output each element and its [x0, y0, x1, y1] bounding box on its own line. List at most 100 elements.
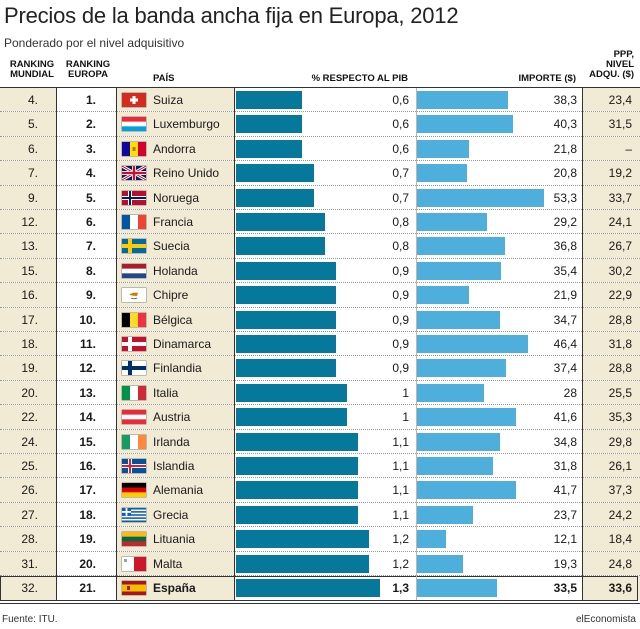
europe-rank-cell: 19.	[79, 532, 96, 547]
europe-rank-cell: 18.	[79, 507, 96, 522]
europe-rank-cell: 1.	[85, 93, 96, 107]
price-value-label: 53,3	[553, 190, 577, 205]
europe-rank-cell: 8.	[85, 263, 96, 278]
price-value-label: 19,3	[553, 556, 577, 571]
gdp-value-label: 0,9	[392, 337, 409, 351]
gdp-bar	[236, 91, 303, 109]
price-bar	[417, 237, 505, 256]
flag-es-icon	[122, 581, 146, 595]
world-rank-cell: 19.	[21, 361, 38, 376]
bottom-rule	[0, 603, 640, 604]
price-value-label: 28	[563, 385, 577, 400]
table-row: 5. 2. Luxemburgo 0,6 40,3 31,5	[0, 112, 640, 137]
price-bar	[417, 261, 502, 280]
price-bar	[417, 286, 470, 305]
header-europe-rank: RANKING EUROPA	[65, 59, 111, 80]
table-row: 15. 8. Holanda 0,9 35,4 30,2	[0, 258, 640, 284]
europe-rank-cell: 17.	[79, 483, 96, 498]
flag-de-icon	[122, 483, 146, 498]
price-bar	[417, 505, 474, 524]
gdp-value-label: 1,3	[392, 581, 409, 595]
row-band	[56, 429, 116, 453]
gdp-value-label: 1,1	[392, 434, 409, 449]
row-band	[582, 112, 640, 136]
world-rank-cell: 32.	[21, 581, 38, 595]
table-row: 22. 14. Austria 1 41,6 35,3	[0, 405, 640, 430]
flag-is-icon	[122, 459, 146, 473]
gdp-bar	[236, 408, 347, 427]
gdp-bar	[236, 286, 336, 305]
ppp-value-cell: 26,1	[608, 459, 632, 473]
ppp-value-cell: 31,5	[608, 117, 632, 132]
price-bar	[417, 481, 517, 500]
row-band	[56, 551, 116, 575]
row-band	[0, 234, 56, 258]
row-band	[582, 478, 640, 502]
row-band	[582, 210, 640, 234]
country-name: Andorra	[153, 141, 196, 156]
ppp-value-cell: 19,2	[608, 166, 632, 181]
country-name: Austria	[153, 410, 191, 425]
price-bar	[417, 91, 509, 109]
row-band	[0, 551, 56, 575]
row-band	[0, 210, 56, 234]
row-band	[56, 576, 116, 601]
country-name: Noruega	[153, 190, 200, 205]
gdp-value-label: 0,7	[392, 190, 409, 205]
flag-it-icon	[122, 385, 146, 400]
price-bar	[417, 408, 517, 427]
row-band	[582, 283, 640, 307]
row-band	[0, 307, 56, 331]
row-band	[582, 258, 640, 283]
price-value-label: 35,4	[553, 263, 577, 278]
price-value-label: 23,7	[553, 507, 577, 522]
gdp-value-label: 1,1	[392, 483, 409, 498]
europe-rank-cell: 12.	[79, 361, 96, 376]
gdp-value-label: 0,6	[392, 141, 409, 156]
price-value-label: 31,8	[553, 459, 577, 473]
country-name: Holanda	[153, 263, 198, 278]
world-rank-cell: 5.	[27, 117, 38, 132]
europe-rank-cell: 9.	[85, 288, 96, 303]
ppp-value-cell: 24,1	[608, 215, 632, 229]
table-row: 18. 11. Dinamarca 0,9 46,4 31,8	[0, 332, 640, 357]
country-name: Islandia	[153, 459, 195, 473]
row-band	[582, 454, 640, 478]
row-band	[582, 527, 640, 551]
price-value-label: 34,8	[553, 434, 577, 449]
price-value-label: 36,8	[553, 239, 577, 254]
world-rank-cell: 26.	[21, 483, 38, 498]
table-row: 4. 1. Suiza 0,6 38,3 23,4	[0, 88, 640, 113]
chart-subtitle: Ponderado por el nivel adquisitivo	[4, 36, 185, 50]
gdp-bar	[236, 213, 325, 231]
table-row: 17. 10. Bélgica 0,9 34,7 28,8	[0, 307, 640, 332]
europe-rank-cell: 11.	[79, 337, 96, 351]
ppp-value-cell: 33,6	[608, 581, 632, 595]
header-price: IMPORTE ($)	[518, 73, 576, 84]
gdp-bar	[236, 261, 336, 280]
ppp-value-cell: 28,8	[608, 312, 632, 327]
row-band	[582, 307, 640, 331]
row-band	[56, 136, 116, 161]
country-name: Francia	[153, 215, 194, 229]
ppp-value-cell: 23,4	[608, 93, 632, 107]
row-band	[582, 551, 640, 575]
gdp-value-label: 1,1	[392, 459, 409, 473]
row-band	[0, 478, 56, 502]
row-band	[582, 332, 640, 356]
row-band	[56, 210, 116, 234]
europe-rank-cell: 14.	[79, 410, 96, 425]
gdp-bar	[236, 457, 358, 475]
row-band	[582, 429, 640, 453]
table-row: 9. 5. Noruega 0,7 53,3 33,7	[0, 185, 640, 210]
price-bar	[417, 310, 500, 329]
flag-be-icon	[122, 312, 146, 327]
table-row: 13. 7. Suecia 0,8 36,8 26,7	[0, 234, 640, 259]
table-row: 12. 6. Francia 0,8 29,2 24,1	[0, 210, 640, 235]
row-band	[582, 380, 640, 405]
flag-fi-icon	[122, 361, 146, 376]
gdp-value-label: 1,2	[392, 556, 409, 571]
gdp-value-label: 0,9	[392, 312, 409, 327]
europe-rank-cell: 13.	[79, 385, 96, 400]
row-band	[582, 136, 640, 161]
